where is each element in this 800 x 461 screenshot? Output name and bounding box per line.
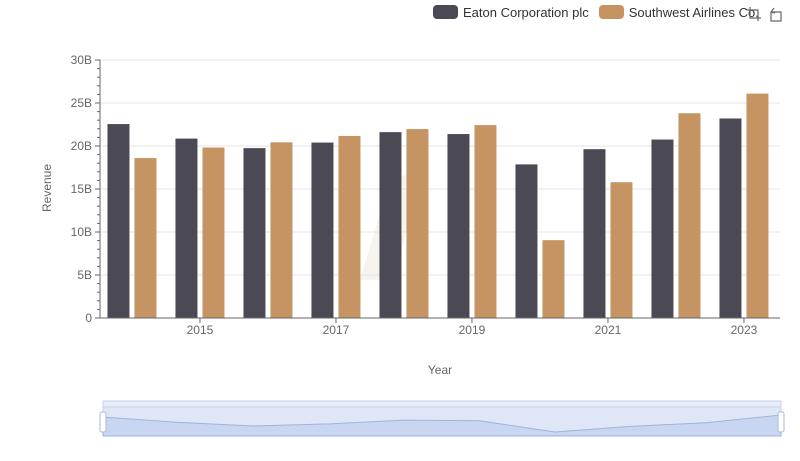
y-tick-label: 10B [71,225,92,239]
y-tick-label: 25B [71,96,92,110]
bar-eaton-2022[interactable] [651,139,674,318]
y-tick-label: 5B [77,268,92,282]
legend-item-eaton[interactable]: Eaton Corporation plc [433,5,589,20]
x-tick-label: 2021 [595,323,622,337]
bar-eaton-2014[interactable] [107,124,130,318]
x-tick-label: 2023 [731,323,758,337]
bar-southwest-2019[interactable] [474,125,497,319]
legend: Eaton Corporation plc Southwest Airlines… [433,3,769,21]
legend-swatch-eaton [433,5,458,19]
bar-eaton-2019[interactable] [447,134,470,318]
bar-southwest-2023[interactable] [746,93,769,318]
bar-eaton-2018[interactable] [379,132,402,318]
x-tick-label: 2015 [187,323,214,337]
zoom-preview-area [102,414,782,437]
data-zoom-slider[interactable] [99,400,785,437]
bar-southwest-2016[interactable] [270,142,293,318]
legend-label-southwest: Southwest Airlines Co. [628,4,759,20]
y-tick-label: 0 [85,311,92,325]
bar-eaton-2017[interactable] [311,142,334,318]
bar-eaton-2020[interactable] [515,164,538,318]
bar-southwest-2017[interactable] [338,135,361,318]
zoom-icon[interactable] [746,6,762,22]
toolbox [746,6,790,22]
x-tick-label: 2019 [459,323,486,337]
y-axis: 0 5B 10B 15B 20B 25B 30B [71,53,101,325]
bar-southwest-2021[interactable] [610,182,633,318]
legend-item-southwest[interactable]: Southwest Airlines Co. [598,4,759,20]
x-tick-label: 2017 [323,323,350,337]
x-axis: 2015 2017 2019 2021 2023 [100,317,780,337]
gridlines [100,59,780,276]
bar-eaton-2015[interactable] [175,138,198,318]
y-tick-label: 30B [71,53,92,67]
bar-eaton-2016[interactable] [243,148,266,318]
zoom-reset-icon[interactable] [768,6,784,22]
bar-southwest-2015[interactable] [202,147,225,318]
legend-label-eaton: Eaton Corporation plc [463,4,589,20]
bar-southwest-2020[interactable] [542,240,565,318]
bar-eaton-2023[interactable] [719,118,742,318]
bar-southwest-2014[interactable] [134,158,157,318]
zoom-handle-right[interactable] [777,411,785,433]
y-axis-title: Revenue [40,163,54,213]
y-tick-label: 20B [71,139,92,153]
bars [107,93,769,319]
legend-swatch-southwest [598,5,624,19]
zoom-drag-bar[interactable] [102,400,782,408]
x-axis-title: Year [427,363,453,377]
bar-eaton-2021[interactable] [583,149,606,318]
bar-southwest-2018[interactable] [406,129,429,318]
zoom-handle-left[interactable] [99,411,107,433]
bar-southwest-2022[interactable] [678,113,701,318]
y-tick-label: 15B [71,182,92,196]
